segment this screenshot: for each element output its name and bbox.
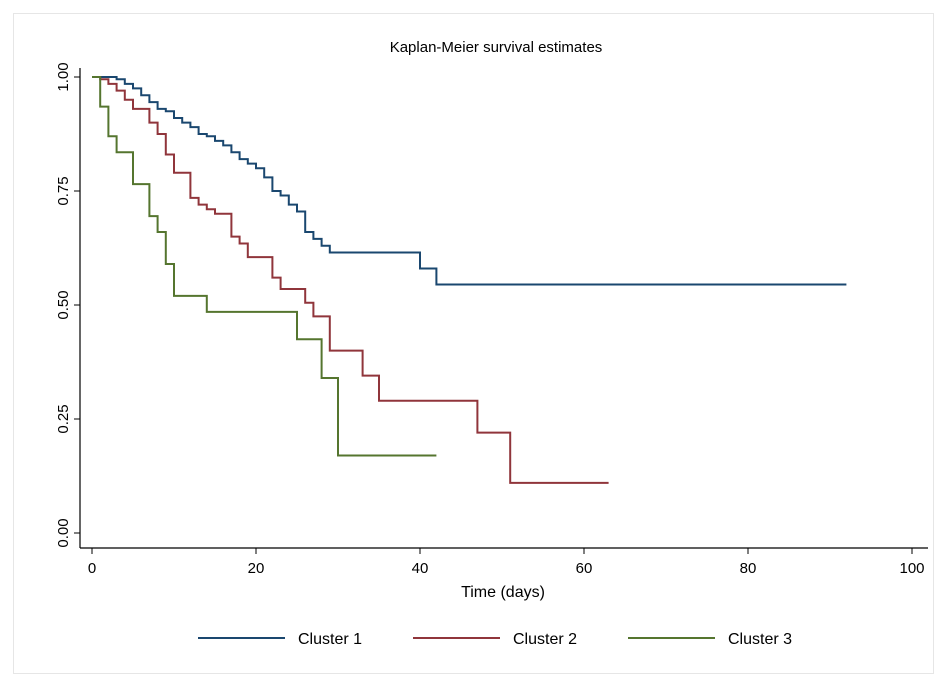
y-axis-ticks: 0.00 0.25 0.50 0.75 1.00 <box>55 62 80 548</box>
y-tick-label: 0.25 <box>55 404 72 433</box>
chart-frame <box>13 13 934 674</box>
x-axis-label: Time (days) <box>461 584 545 601</box>
plot-area <box>92 76 847 484</box>
series-line-cluster-3 <box>92 76 437 457</box>
x-axis-ticks: 0 20 40 60 80 100 <box>88 548 925 577</box>
series-line-cluster-2 <box>92 76 609 484</box>
chart-title: Kaplan-Meier survival estimates <box>390 39 603 56</box>
legend-label: Cluster 1 <box>298 631 362 648</box>
x-tick-label: 20 <box>248 560 265 577</box>
x-tick-label: 80 <box>740 560 757 577</box>
y-tick-label: 0.75 <box>55 176 72 205</box>
x-tick-label: 100 <box>899 560 924 577</box>
legend-label: Cluster 3 <box>728 631 792 648</box>
y-tick-label: 1.00 <box>55 62 72 91</box>
x-tick-label: 0 <box>88 560 96 577</box>
x-tick-label: 60 <box>576 560 593 577</box>
legend: Cluster 1 Cluster 2 Cluster 3 <box>198 631 792 648</box>
y-tick-label: 0.50 <box>55 290 72 319</box>
y-tick-label: 0.00 <box>55 518 72 547</box>
legend-label: Cluster 2 <box>513 631 577 648</box>
series-line-cluster-1 <box>92 76 847 286</box>
x-tick-label: 40 <box>412 560 429 577</box>
